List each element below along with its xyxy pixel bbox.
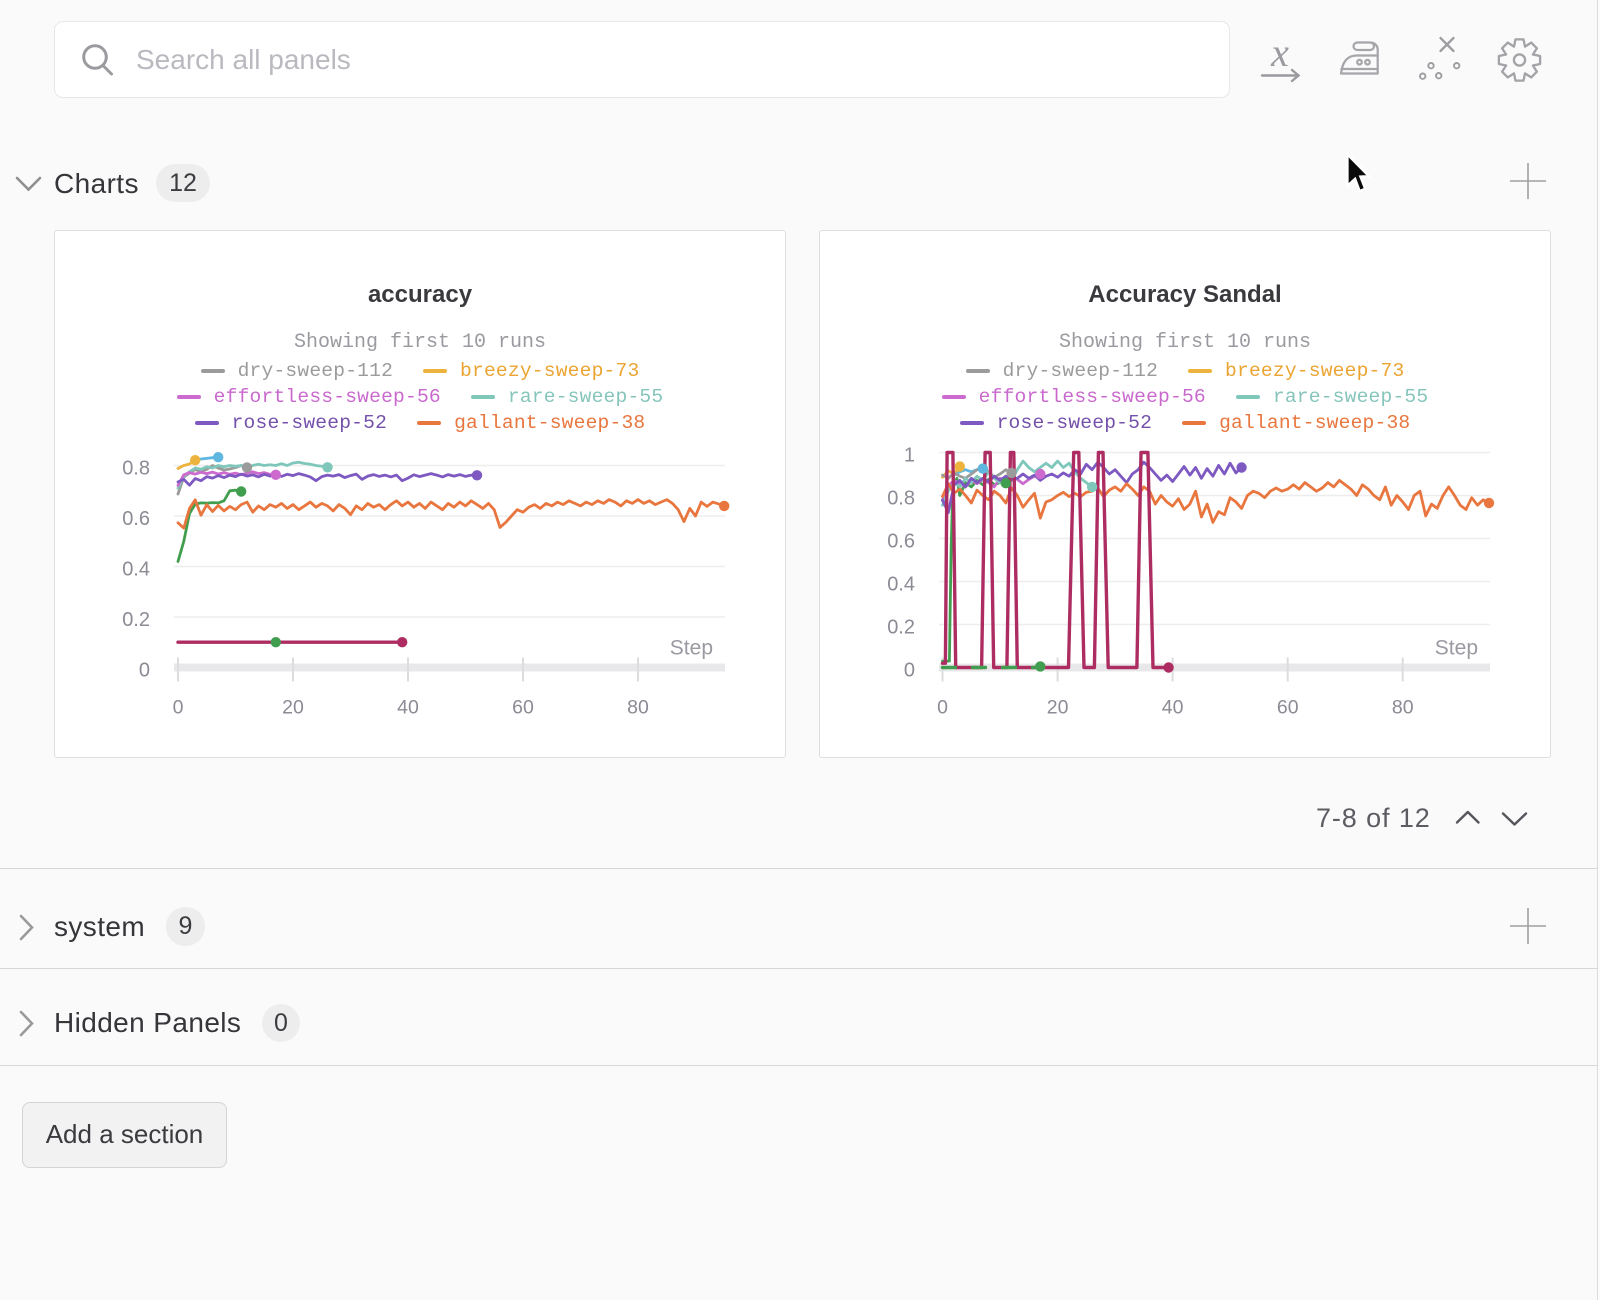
svg-text:0.6: 0.6 (887, 531, 915, 553)
svg-text:80: 80 (1392, 697, 1414, 719)
svg-text:Step: Step (1435, 637, 1478, 660)
svg-text:0.6: 0.6 (122, 508, 150, 530)
svg-text:60: 60 (1277, 697, 1299, 719)
svg-text:40: 40 (397, 697, 419, 719)
svg-text:1: 1 (904, 445, 915, 467)
svg-text:0: 0 (904, 660, 915, 682)
svg-text:0: 0 (139, 660, 150, 682)
svg-text:0.2: 0.2 (887, 617, 915, 639)
svg-text:x: x (1270, 32, 1289, 75)
svg-text:Step: Step (670, 637, 713, 660)
svg-text:20: 20 (1047, 697, 1069, 719)
svg-text:0.2: 0.2 (122, 609, 150, 631)
svg-text:0: 0 (173, 697, 184, 719)
svg-text:0.8: 0.8 (122, 458, 150, 480)
svg-text:0.8: 0.8 (887, 488, 915, 510)
svg-text:20: 20 (282, 697, 304, 719)
svg-text:40: 40 (1162, 697, 1184, 719)
svg-text:80: 80 (627, 697, 649, 719)
svg-text:60: 60 (512, 697, 534, 719)
svg-text:0.4: 0.4 (887, 574, 915, 596)
svg-text:0.4: 0.4 (122, 559, 150, 581)
svg-text:0: 0 (937, 697, 948, 719)
